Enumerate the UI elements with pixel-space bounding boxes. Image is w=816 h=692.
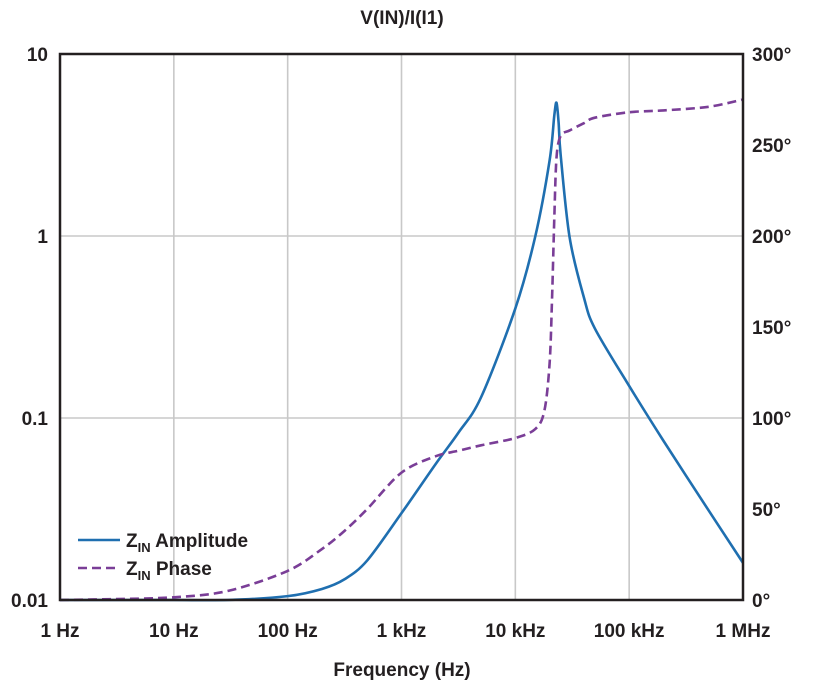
y-right-tick-label: 200° xyxy=(752,227,791,248)
legend-name-subscript: IN xyxy=(138,540,151,555)
x-axis-ticks: 1 Hz 10 Hz 100 Hz 1 kHz 10 kHz 100 kHz 1 MHz xyxy=(40,621,770,642)
legend-entry: ZIN Amplitude xyxy=(126,531,248,555)
legend-name-subscript: IN xyxy=(138,568,151,583)
y-left-tick-label: 0.1 xyxy=(22,409,49,430)
series-line-amplitude xyxy=(59,101,745,602)
x-tick-label: 1 Hz xyxy=(40,621,79,642)
legend-name-suffix: Phase xyxy=(151,559,212,580)
chart-title: V(IN)/I(I1) xyxy=(360,8,443,29)
legend-entry: ZIN Phase xyxy=(126,559,212,583)
x-axis-label: Frequency (Hz) xyxy=(333,660,470,681)
x-tick-label: 1 MHz xyxy=(716,621,771,642)
legend-name-suffix: Amplitude xyxy=(151,531,248,552)
y-right-tick-label: 100° xyxy=(752,409,791,430)
y-right-tick-label: 250° xyxy=(752,136,791,157)
x-tick-label: 100 kHz xyxy=(594,621,665,642)
y-right-axis-ticks: 300° 250° 200° 150° 100° 50° 0° xyxy=(752,45,791,612)
y-right-tick-label: 50° xyxy=(752,500,781,521)
series-line-phase xyxy=(59,98,744,602)
grid xyxy=(59,53,744,601)
legend-name: Z xyxy=(126,559,138,580)
y-right-tick-label: 300° xyxy=(752,45,791,66)
y-right-tick-label: 150° xyxy=(752,318,791,339)
y-left-tick-label: 1 xyxy=(37,227,48,248)
y-left-tick-label: 10 xyxy=(27,45,48,66)
x-tick-label: 100 Hz xyxy=(258,621,318,642)
x-tick-label: 10 kHz xyxy=(485,621,545,642)
x-tick-label: 1 kHz xyxy=(377,621,427,642)
legend-name: Z xyxy=(126,531,138,552)
series-layer xyxy=(59,98,745,602)
x-tick-label: 10 Hz xyxy=(149,621,199,642)
y-left-axis-ticks: 10 1 0.1 0.01 xyxy=(11,45,48,612)
y-right-tick-label: 0° xyxy=(752,591,770,612)
plot-frame xyxy=(58,52,745,602)
y-left-tick-label: 0.01 xyxy=(11,591,48,612)
